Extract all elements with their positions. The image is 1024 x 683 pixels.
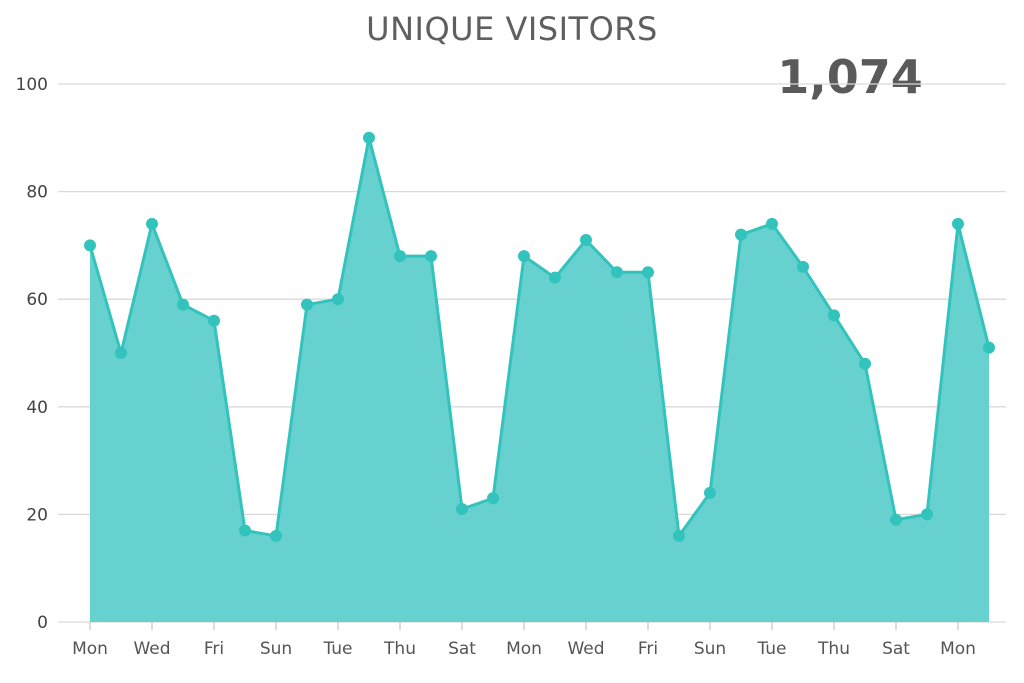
data-point[interactable] (84, 239, 96, 252)
data-point[interactable] (363, 131, 375, 144)
data-point[interactable] (239, 524, 251, 537)
data-point[interactable] (890, 513, 902, 526)
data-point[interactable] (115, 347, 127, 359)
data-point[interactable] (797, 260, 809, 273)
data-point[interactable] (704, 486, 716, 499)
x-tick-label: Sun (694, 639, 726, 659)
y-tick-label: 20 (26, 505, 48, 525)
y-tick-label: 100 (16, 75, 48, 95)
y-tick-label: 0 (37, 613, 48, 633)
data-point[interactable] (859, 357, 871, 370)
x-tick-label: Wed (567, 639, 604, 659)
data-point[interactable] (673, 529, 685, 542)
series-line (88, 136, 991, 538)
data-point[interactable] (983, 341, 995, 354)
data-point[interactable] (828, 309, 840, 322)
data-point[interactable] (642, 266, 654, 279)
y-tick-label: 40 (26, 398, 48, 418)
data-point[interactable] (456, 503, 468, 516)
data-point[interactable] (177, 298, 189, 311)
data-point[interactable] (735, 228, 747, 241)
data-point[interactable] (270, 529, 282, 542)
x-tick-label: Thu (817, 639, 850, 659)
data-point[interactable] (611, 266, 623, 279)
x-tick-label: Fri (204, 639, 224, 659)
x-tick-label: Mon (940, 639, 976, 659)
x-tick-label: Tue (756, 639, 786, 659)
data-point[interactable] (487, 492, 499, 505)
x-tick-label: Sun (260, 639, 292, 659)
visitor-count: 1,074 (777, 50, 923, 104)
x-tick-label: Thu (383, 639, 416, 659)
x-tick-label: Mon (72, 639, 108, 659)
x-axis: Mon Wed Fri Sun Tue Thu Sat Mon Wed Fri Sun Tue Thu S… (72, 622, 976, 659)
data-point[interactable] (146, 217, 158, 230)
data-point[interactable] (549, 271, 561, 284)
x-tick-label: Fri (638, 639, 658, 659)
data-point[interactable] (921, 508, 933, 521)
y-axis: 0 20 40 60 80 100 (16, 75, 48, 633)
data-point[interactable] (394, 250, 406, 263)
data-point[interactable] (208, 314, 220, 327)
data-point[interactable] (518, 250, 530, 263)
chart-title: UNIQUE VISITORS (366, 10, 658, 48)
series-visitors (84, 131, 995, 623)
data-point[interactable] (580, 234, 592, 247)
x-tick-label: Mon (506, 639, 542, 659)
x-tick-label: Sat (448, 639, 476, 659)
x-tick-label: Tue (322, 639, 352, 659)
x-tick-label: Sat (882, 639, 910, 659)
data-point[interactable] (952, 217, 964, 230)
y-tick-label: 60 (26, 290, 48, 310)
data-point[interactable] (332, 293, 344, 306)
area-fill (90, 137, 989, 623)
data-point[interactable] (766, 217, 778, 230)
y-tick-label: 80 (26, 183, 48, 203)
x-tick-label: Wed (133, 639, 170, 659)
data-point[interactable] (301, 298, 313, 311)
data-point[interactable] (425, 250, 437, 263)
